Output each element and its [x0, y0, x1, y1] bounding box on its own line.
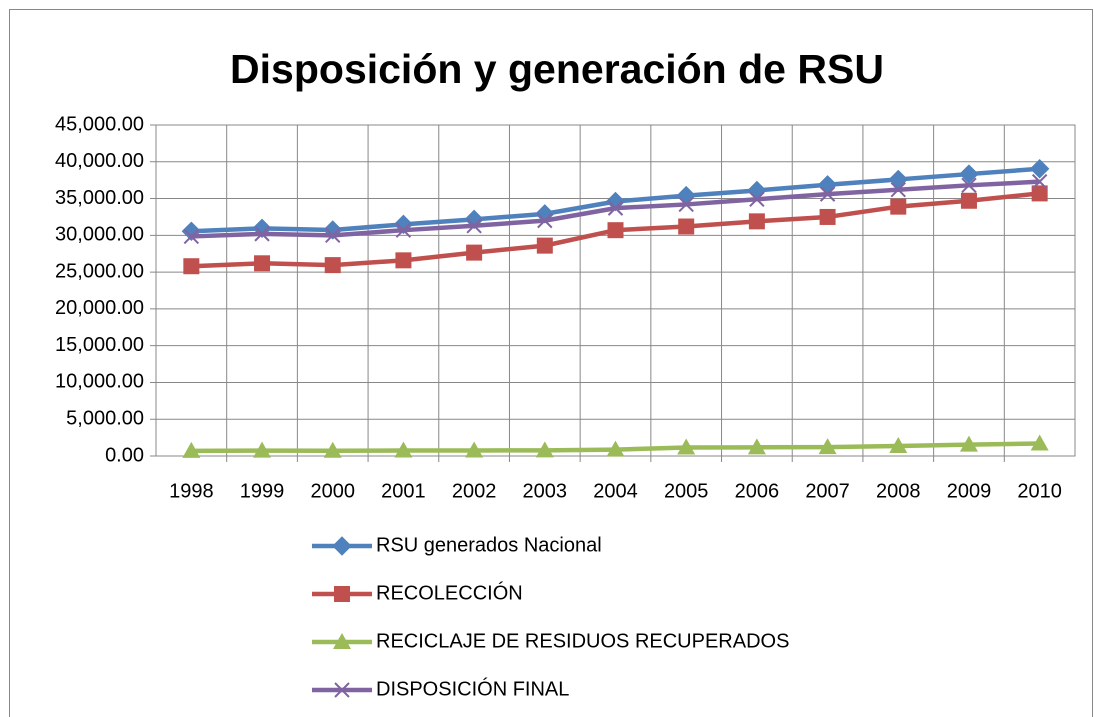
point-marker [607, 222, 624, 239]
point-marker [748, 213, 765, 230]
point-marker [465, 441, 484, 458]
legend-marker [332, 536, 352, 556]
point-marker [466, 218, 482, 234]
point-marker [395, 252, 412, 269]
point-marker [889, 436, 908, 453]
point-marker [394, 441, 413, 458]
x-tick-label: 2010 [1017, 480, 1062, 502]
x-tick-label: 2006 [735, 480, 780, 502]
point-marker [323, 441, 342, 458]
point-marker [678, 218, 695, 235]
x-tick-label: 2009 [947, 480, 992, 502]
point-marker [183, 228, 200, 245]
point-marker [393, 214, 414, 235]
point-marker [323, 220, 343, 240]
y-tick-label: 40,000.00 [55, 150, 144, 172]
y-tick-label: 30,000.00 [55, 224, 144, 246]
y-tick-label: 5,000.00 [66, 408, 144, 430]
point-marker [959, 435, 978, 452]
legend-marker [333, 633, 351, 649]
legend-marker [334, 682, 350, 698]
x-tick-label: 2008 [876, 480, 921, 502]
x-tick-label: 1998 [169, 480, 214, 502]
point-marker [254, 226, 270, 242]
legend-label: RSU generados Nacional [376, 534, 602, 556]
point-marker [395, 222, 412, 238]
x-tick-label: 2007 [805, 480, 850, 502]
y-tick-label: 45,000.00 [55, 113, 144, 135]
y-tick-label: 20,000.00 [55, 297, 144, 319]
point-marker [749, 191, 765, 207]
legend-label: RECICLAJE DE RESIDUOS RECUPERADOS [376, 630, 789, 652]
point-marker [747, 438, 766, 455]
point-marker [535, 441, 554, 458]
legend-marker [334, 586, 350, 602]
point-marker [1031, 185, 1048, 202]
point-marker [254, 255, 271, 272]
point-marker [819, 186, 836, 202]
point-marker [183, 258, 200, 275]
y-tick-label: 35,000.00 [55, 187, 144, 209]
point-marker [537, 212, 553, 229]
point-marker [960, 192, 977, 209]
x-tick-label: 2002 [452, 480, 497, 502]
legend-label: RECOLECCIÓN [376, 581, 523, 604]
y-tick-label: 15,000.00 [55, 334, 144, 356]
point-marker [1029, 159, 1050, 179]
point-marker [961, 177, 977, 194]
x-tick-label: 2004 [593, 480, 638, 502]
legend-label: DISPOSICIÓN FINAL [376, 677, 569, 700]
y-tick-label: 25,000.00 [55, 260, 144, 282]
x-tick-label: 2005 [664, 480, 709, 502]
point-marker [959, 164, 979, 184]
point-marker [466, 244, 483, 261]
point-marker [181, 221, 202, 241]
y-tick-label: 0.00 [105, 444, 144, 466]
point-marker [607, 200, 624, 216]
point-marker [182, 441, 201, 458]
point-marker [890, 182, 906, 198]
chart-frame [9, 9, 1093, 717]
point-marker [1030, 434, 1049, 451]
chart-title: Disposición y generación de RSU [230, 46, 884, 92]
point-marker [677, 438, 696, 455]
x-tick-label: 2003 [523, 480, 568, 502]
x-tick-label: 2000 [310, 480, 355, 502]
point-marker [324, 257, 341, 274]
point-marker [606, 440, 625, 457]
point-marker [536, 237, 553, 254]
point-marker [325, 227, 341, 244]
point-marker [678, 196, 694, 213]
point-marker [253, 441, 272, 458]
x-tick-label: 1999 [240, 480, 285, 502]
point-marker [819, 208, 836, 225]
point-marker [605, 191, 626, 212]
point-marker [818, 438, 837, 455]
x-tick-label: 2001 [381, 480, 426, 502]
point-marker [890, 198, 907, 215]
y-tick-label: 10,000.00 [55, 371, 144, 393]
point-marker [1031, 173, 1048, 190]
